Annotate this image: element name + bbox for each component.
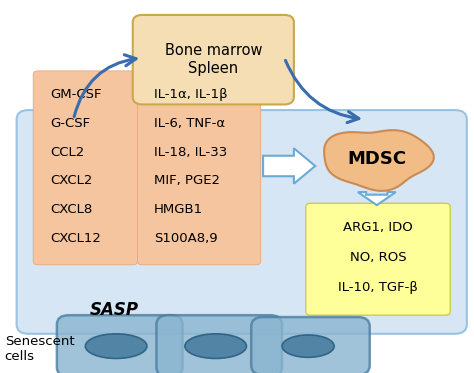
FancyBboxPatch shape xyxy=(306,203,450,315)
Text: G-CSF: G-CSF xyxy=(50,117,90,130)
Text: S100A8,9: S100A8,9 xyxy=(154,232,218,245)
Text: CXCL12: CXCL12 xyxy=(50,232,100,245)
FancyBboxPatch shape xyxy=(137,71,261,265)
Text: ARG1, IDO: ARG1, IDO xyxy=(343,222,413,234)
Polygon shape xyxy=(358,192,396,205)
Text: IL-6, TNF-α: IL-6, TNF-α xyxy=(154,117,225,130)
Text: GM-CSF: GM-CSF xyxy=(50,88,101,101)
Text: IL-10, TGF-β: IL-10, TGF-β xyxy=(338,281,418,294)
Polygon shape xyxy=(263,148,315,184)
Text: IL-18, IL-33: IL-18, IL-33 xyxy=(154,145,228,159)
FancyBboxPatch shape xyxy=(133,15,294,104)
Text: CXCL8: CXCL8 xyxy=(50,203,92,216)
Text: NO, ROS: NO, ROS xyxy=(350,251,406,264)
Ellipse shape xyxy=(282,335,334,357)
FancyBboxPatch shape xyxy=(251,317,370,373)
Text: MIF, PGE2: MIF, PGE2 xyxy=(154,174,220,187)
Ellipse shape xyxy=(185,334,246,358)
FancyBboxPatch shape xyxy=(57,315,182,373)
FancyArrowPatch shape xyxy=(74,55,136,117)
Text: CCL2: CCL2 xyxy=(50,145,84,159)
Text: HMGB1: HMGB1 xyxy=(154,203,203,216)
Text: SASP: SASP xyxy=(89,301,138,319)
Text: Senescent
cells: Senescent cells xyxy=(5,335,74,363)
Text: MDSC: MDSC xyxy=(347,150,406,167)
Ellipse shape xyxy=(85,334,147,358)
FancyArrowPatch shape xyxy=(285,60,359,123)
FancyBboxPatch shape xyxy=(17,110,467,334)
Text: IL-1α, IL-1β: IL-1α, IL-1β xyxy=(154,88,228,101)
FancyBboxPatch shape xyxy=(156,315,282,373)
FancyBboxPatch shape xyxy=(33,71,137,265)
Text: Bone marrow
Spleen: Bone marrow Spleen xyxy=(164,44,262,76)
Text: CXCL2: CXCL2 xyxy=(50,174,92,187)
Polygon shape xyxy=(324,130,434,191)
